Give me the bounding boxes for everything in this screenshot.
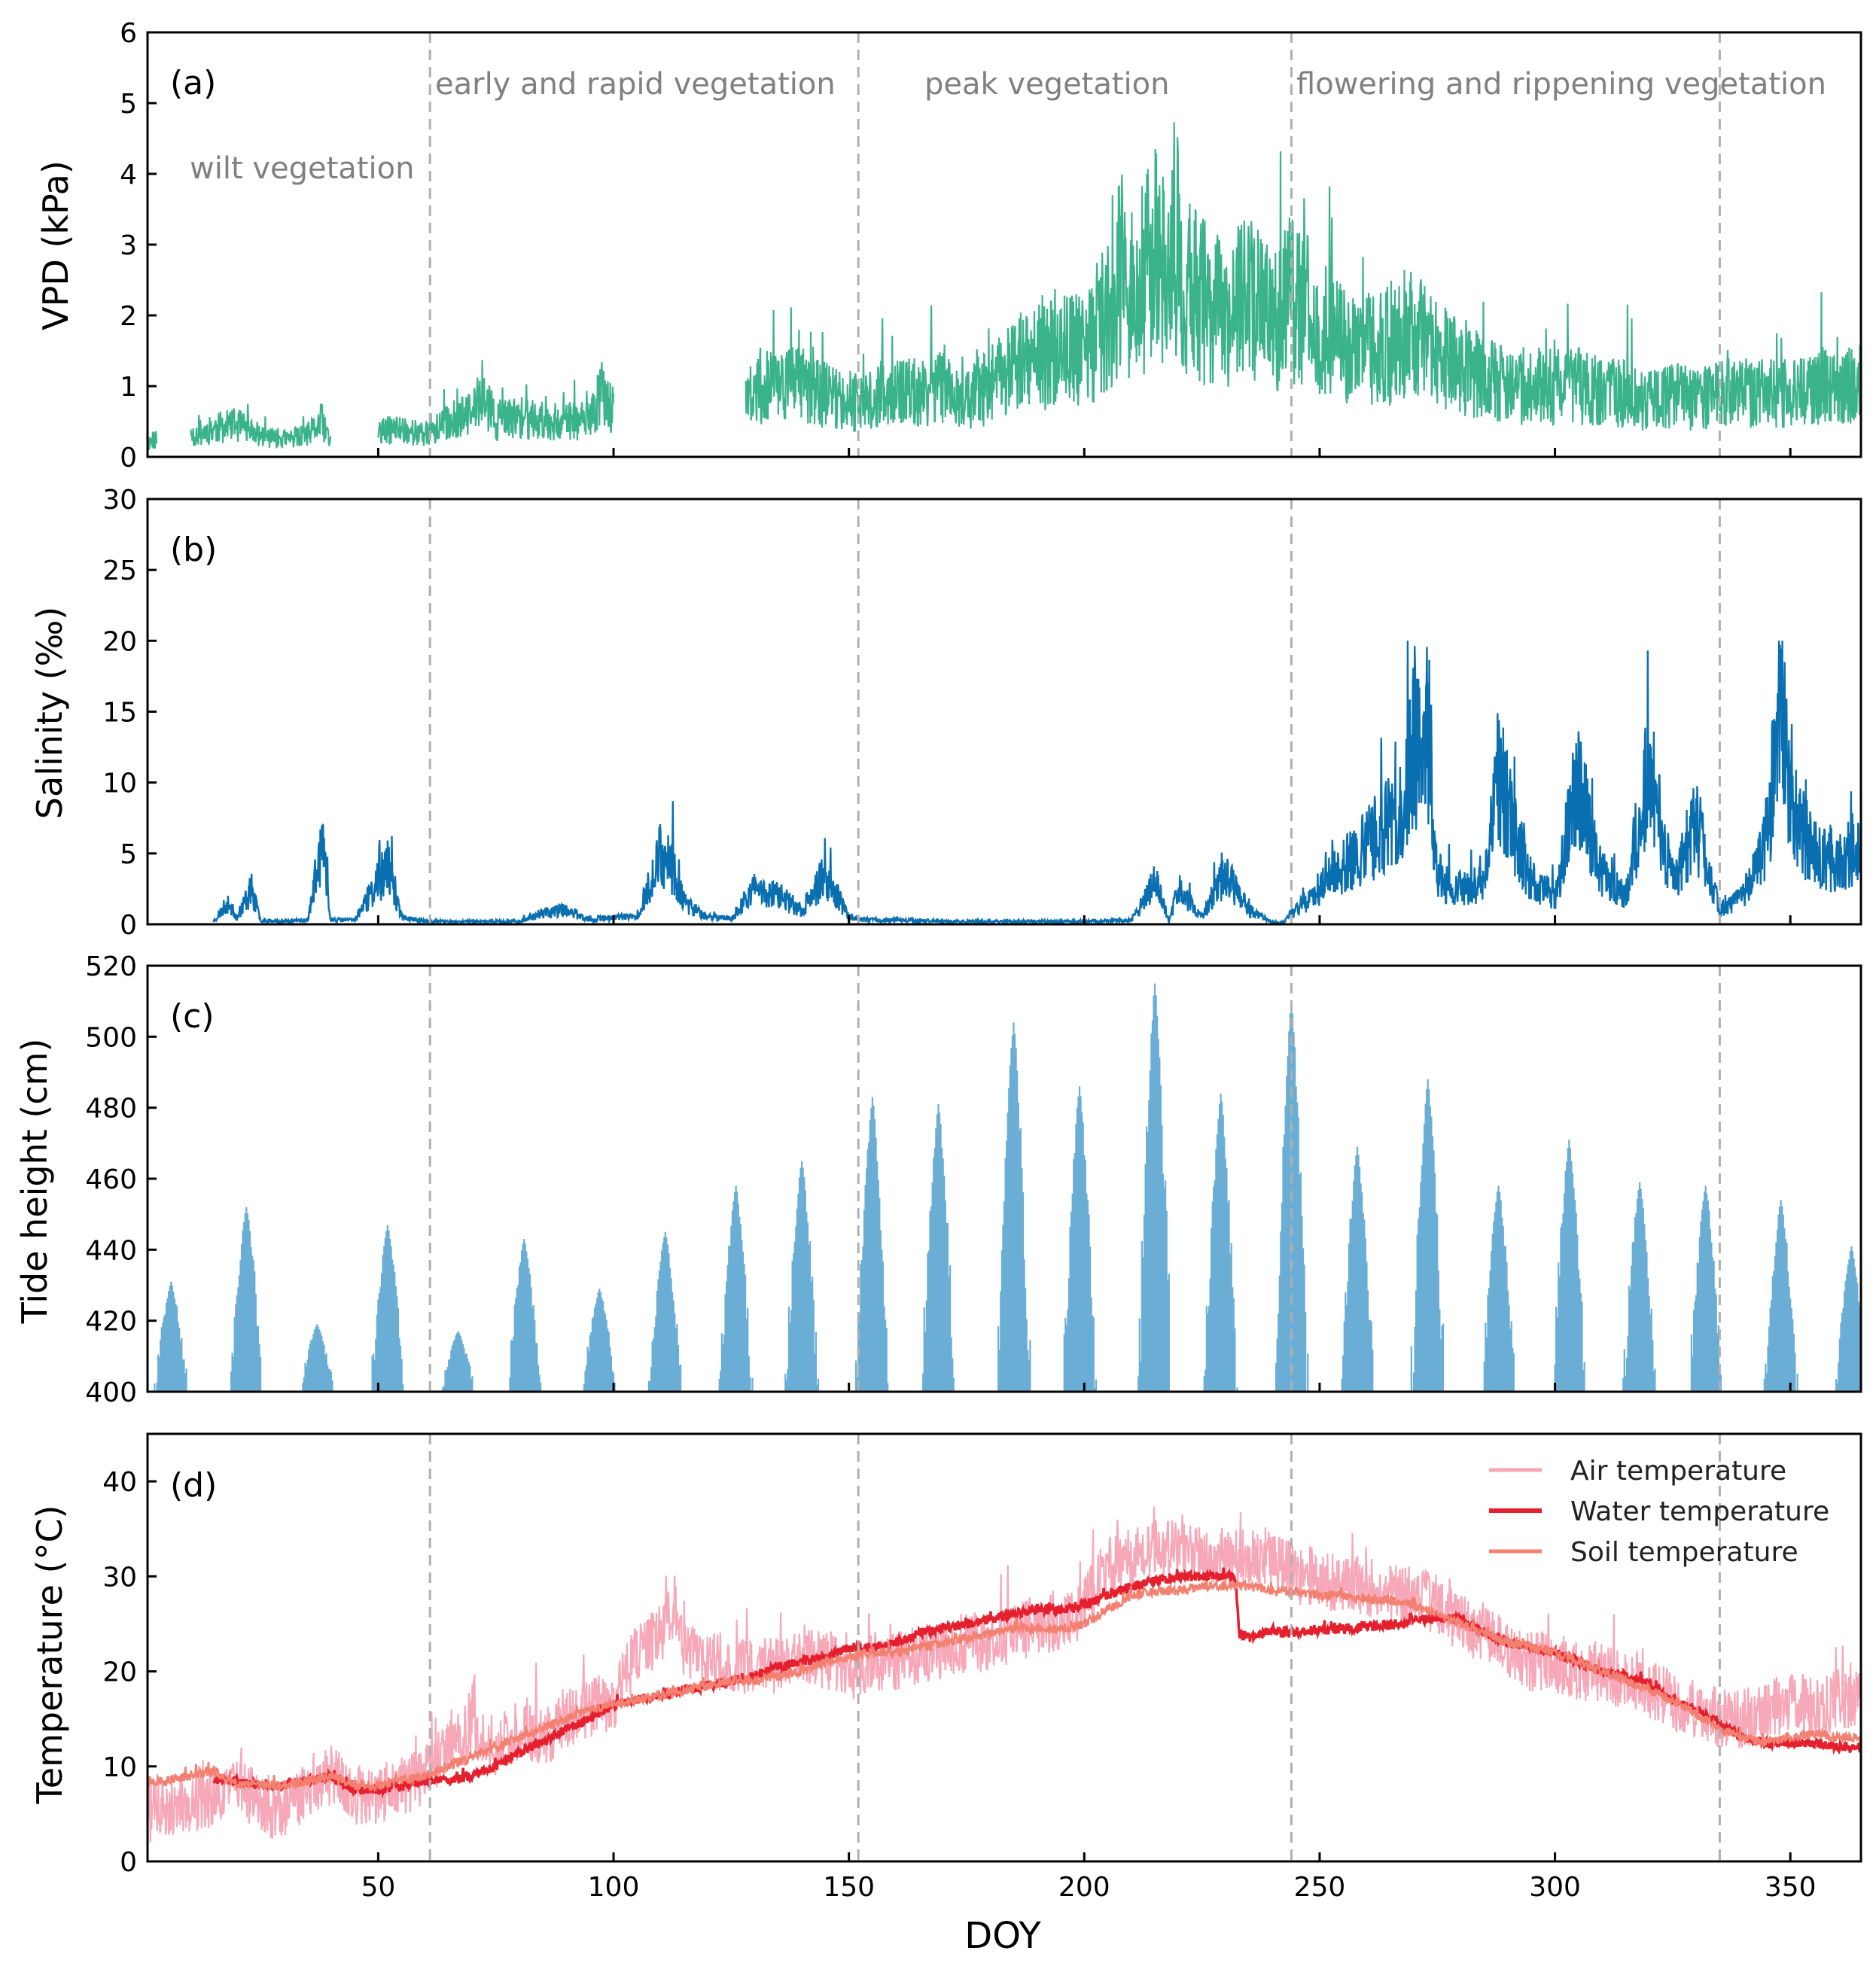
y-tick-label: 10 <box>102 1752 137 1783</box>
soil-temperature-line <box>147 1578 1862 1793</box>
y-tick-label: 6 <box>120 18 137 49</box>
panel-d-axes: 0 10 20 30 40 50 100 150 200 250 300 350 <box>102 1432 1862 1903</box>
y-tick-label: 440 <box>85 1235 137 1266</box>
x-tick-label: 350 <box>1765 1872 1817 1903</box>
x-tick-label: 300 <box>1529 1872 1581 1903</box>
salinity-y-axis-label: Salinity (‰) <box>29 607 70 819</box>
phase-boundary-lines <box>428 499 1721 924</box>
y-tick-label: 0 <box>120 910 137 941</box>
phase-label-early-rapid: early and rapid vegetation <box>435 67 836 102</box>
y-tick-label: 30 <box>102 1562 137 1593</box>
y-tick-label: 3 <box>120 230 137 261</box>
y-tick-label: 20 <box>102 626 137 657</box>
panel-c-axes: 400 420 440 460 480 500 520 <box>85 951 1862 1408</box>
x-tick-label: 100 <box>588 1872 640 1903</box>
y-tick-label: 5 <box>120 89 137 120</box>
legend-label-soil: Soil temperature <box>1570 1537 1798 1568</box>
y-tick-label: 1 <box>120 372 137 403</box>
panel-b-axes: 0 5 10 15 20 25 30 <box>102 485 1862 941</box>
phase-boundary-lines <box>428 966 1721 1392</box>
y-tick-label: 5 <box>120 839 137 870</box>
x-tick-label: 250 <box>1294 1872 1346 1903</box>
phase-boundary-lines <box>428 32 1721 457</box>
legend-label-water: Water temperature <box>1570 1496 1829 1527</box>
phase-label-peak: peak vegetation <box>924 67 1170 102</box>
panel-c-tag: (c) <box>170 997 215 1036</box>
panel-a-vpd: 0 1 2 3 4 5 6 (a) wilt vegetation early and ra… <box>35 18 1862 473</box>
y-tick-label: 500 <box>85 1022 137 1053</box>
phase-boundary-lines <box>428 1434 1721 1861</box>
panel-c-tide: 400 420 440 460 480 500 520 (c) Tide height (c… <box>14 951 1862 1408</box>
y-tick-label: 20 <box>102 1657 137 1688</box>
y-tick-label: 30 <box>102 485 137 516</box>
panel-a-axes: 0 1 2 3 4 5 6 <box>120 18 1862 473</box>
plot-frame <box>146 1432 1862 1863</box>
vpd-series <box>146 122 1862 451</box>
vpd-line <box>146 122 1862 451</box>
y-tick-label: 4 <box>120 160 137 190</box>
tide-bars <box>154 983 1862 1392</box>
x-tick-label: 50 <box>361 1872 395 1903</box>
y-tick-label: 0 <box>120 1847 137 1878</box>
y-tick-label: 520 <box>85 951 137 982</box>
salinity-series <box>212 641 1862 927</box>
vpd-y-axis-label: VPD (kPa) <box>35 160 76 330</box>
y-tick-label: 25 <box>102 555 137 586</box>
panel-b-salinity: 0 5 10 15 20 25 30 (b) Salinity (‰) <box>29 485 1862 941</box>
temperature-series <box>146 1506 1862 1843</box>
panel-d-tag: (d) <box>170 1466 217 1505</box>
y-tick-label: 420 <box>85 1307 137 1338</box>
legend-label-air: Air temperature <box>1570 1456 1786 1487</box>
temperature-y-axis-label: Temperature (°C) <box>29 1505 70 1804</box>
y-tick-label: 460 <box>85 1164 137 1195</box>
x-tick-label: 200 <box>1058 1872 1110 1903</box>
x-tick-label: 150 <box>823 1872 875 1903</box>
y-tick-label: 0 <box>120 443 137 473</box>
phase-label-wilt: wilt vegetation <box>190 151 414 186</box>
phase-label-flowering: flowering and rippening vegetation <box>1296 67 1826 102</box>
y-tick-label: 2 <box>120 301 137 332</box>
legend: Air temperature Water temperature Soil t… <box>1489 1456 1829 1568</box>
salinity-line <box>212 641 1862 927</box>
y-tick-label: 15 <box>102 698 137 729</box>
y-tick-label: 480 <box>85 1094 137 1125</box>
y-tick-label: 10 <box>102 768 137 799</box>
y-tick-label: 40 <box>102 1467 137 1498</box>
panel-a-tag: (a) <box>170 64 216 102</box>
x-axis-label: DOY <box>964 1915 1041 1957</box>
panel-d-temperature: 0 10 20 30 40 50 100 150 200 250 300 350 (d) Temper… <box>29 1432 1862 1903</box>
y-tick-label: 400 <box>85 1377 137 1408</box>
tide-y-axis-label: Tide height (cm) <box>14 1039 55 1325</box>
air-temperature-line <box>146 1506 1862 1843</box>
panel-b-tag: (b) <box>170 531 217 569</box>
